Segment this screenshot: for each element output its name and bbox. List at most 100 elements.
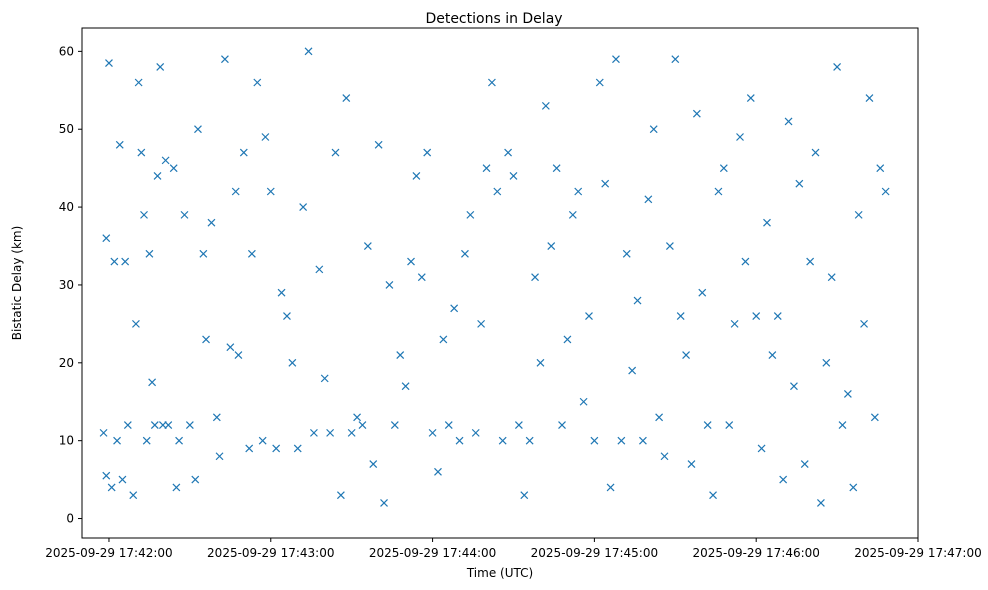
y-tick-label: 10: [59, 434, 74, 448]
data-point: [870, 413, 879, 422]
data-point: [199, 249, 208, 258]
data-point: [514, 421, 523, 430]
data-point: [239, 148, 248, 157]
data-point: [428, 428, 437, 437]
data-point: [110, 257, 119, 266]
data-point: [477, 319, 486, 328]
data-point: [107, 483, 116, 492]
data-point: [129, 491, 138, 500]
data-point: [417, 273, 426, 282]
data-point: [838, 421, 847, 430]
data-point: [612, 55, 620, 64]
data-point: [390, 421, 399, 430]
data-point: [585, 312, 593, 321]
data-point: [860, 319, 868, 328]
data-point: [574, 187, 583, 196]
data-point: [202, 335, 210, 344]
data-point: [547, 242, 556, 250]
data-point: [145, 249, 154, 258]
data-markers: [99, 47, 890, 507]
data-point: [115, 140, 124, 149]
data-point: [258, 436, 267, 445]
data-point: [123, 421, 132, 430]
data-point: [639, 436, 647, 445]
x-tick-label: 2025-09-29 17:45:00: [531, 546, 658, 560]
data-point: [439, 335, 448, 344]
data-point: [247, 249, 256, 258]
y-axis-label: Bistatic Delay (km): [10, 226, 24, 341]
data-point: [665, 242, 674, 250]
data-point: [180, 210, 189, 219]
data-point: [655, 413, 664, 422]
y-tick-label: 0: [66, 512, 74, 526]
data-point: [595, 78, 604, 87]
x-tick-label: 2025-09-29 17:46:00: [692, 546, 819, 560]
data-point: [558, 421, 566, 430]
data-point: [660, 452, 669, 461]
data-point: [779, 475, 788, 484]
data-point: [876, 164, 885, 173]
data-point: [444, 421, 453, 430]
data-point: [134, 78, 143, 87]
data-point: [309, 428, 318, 437]
data-point: [714, 187, 723, 196]
data-point: [811, 148, 820, 157]
data-point: [568, 210, 577, 219]
data-point: [849, 483, 858, 492]
data-point: [150, 421, 159, 430]
data-point: [644, 195, 653, 204]
data-point: [822, 358, 831, 367]
data-point: [736, 133, 744, 141]
data-point: [579, 397, 588, 406]
data-point: [272, 444, 281, 453]
data-point: [347, 428, 356, 437]
data-point: [865, 94, 874, 103]
data-point: [833, 63, 842, 71]
data-point: [102, 471, 111, 480]
data-point: [175, 436, 184, 445]
data-point: [105, 59, 113, 67]
data-point: [304, 47, 313, 56]
data-point: [331, 148, 340, 157]
data-point: [353, 413, 361, 422]
data-point: [336, 491, 345, 500]
data-point: [266, 187, 275, 196]
data-point: [504, 148, 513, 157]
data-point: [132, 319, 140, 328]
data-point: [121, 257, 130, 266]
data-point: [412, 172, 421, 180]
data-point: [315, 265, 324, 274]
data-point: [703, 421, 712, 430]
data-point: [401, 382, 410, 391]
data-point: [450, 304, 459, 313]
data-point: [169, 164, 178, 173]
data-point: [369, 460, 378, 468]
data-point: [471, 428, 480, 437]
data-point: [741, 257, 750, 266]
data-point: [746, 94, 755, 103]
data-point: [498, 436, 507, 445]
data-point: [164, 421, 173, 430]
x-tick-label: 2025-09-29 17:43:00: [207, 546, 334, 560]
data-point: [277, 288, 286, 297]
data-point: [730, 319, 739, 328]
data-point: [212, 413, 221, 422]
data-point: [231, 187, 240, 196]
data-point: [816, 499, 825, 507]
data-point: [520, 491, 529, 500]
data-point: [363, 242, 372, 250]
data-point: [806, 257, 815, 266]
data-point: [245, 444, 254, 453]
data-point: [676, 312, 685, 321]
data-point: [374, 140, 383, 149]
data-point: [434, 467, 442, 476]
data-point: [423, 148, 432, 157]
data-point: [601, 179, 610, 188]
x-tick-label: 2025-09-29 17:44:00: [369, 546, 496, 560]
y-tick-label: 50: [59, 122, 74, 136]
data-point: [606, 483, 615, 492]
data-point: [137, 148, 146, 157]
data-point: [380, 499, 388, 507]
data-point: [161, 156, 170, 165]
data-point: [800, 460, 809, 468]
